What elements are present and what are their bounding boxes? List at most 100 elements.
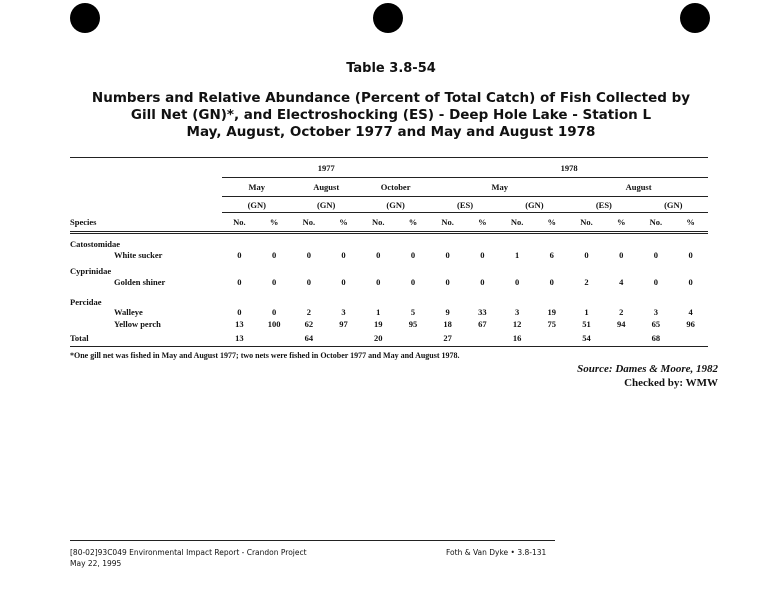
method-header: (GN) [360,196,431,213]
value-cell: 0 [237,250,242,260]
value-cell: 54 [569,330,604,347]
value-cell: 75 [547,319,557,329]
percent-header: % [395,212,431,234]
species-row: Walleye 0 0 2 3 1 5 9 33 3 19 1 2 3 4 [70,307,708,318]
column-header-row: Species No.% No.% No.% No.% No.% No.% No.% [70,212,708,234]
footer-date: May 22, 1995 [70,559,122,568]
value-cell: 2 [306,307,311,317]
value-cell: 0 [272,250,277,260]
value-cell: 0 [272,307,277,317]
number-header: No. [430,212,466,234]
number-header: No. [291,212,327,234]
value-cell: 0 [688,250,693,260]
value-cell: 2 [584,277,589,287]
value-cell: 1 [584,307,589,317]
value-cell: 27 [430,330,466,347]
value-cell [256,330,292,347]
value-cell: 0 [584,250,589,260]
family-row: Cyprinidae [70,262,708,276]
blank-cell [70,178,222,197]
month-header: October [360,177,431,197]
method-header: (GN) [638,196,708,213]
number-header: No. [499,212,535,234]
value-cell: 20 [360,330,396,347]
percent-header: % [534,212,570,234]
punch-hole [680,3,710,33]
table-title-line-2: Gill Net (GN)*, and Electroshocking (ES)… [130,107,652,123]
checked-by: Checked by: WMW [624,377,718,389]
family-label: Cyprinidae [70,265,112,276]
value-cell: 0 [341,250,346,260]
value-cell: 0 [480,250,485,260]
value-cell: 0 [445,277,450,287]
method-header: (ES) [430,196,500,213]
blank-cell [70,197,222,213]
value-cell: 4 [688,307,693,317]
value-cell: 3 [514,307,520,317]
value-cell: 0 [653,277,659,287]
percent-header: % [603,212,639,234]
number-header: No. [569,212,604,234]
value-cell: 0 [549,277,554,287]
value-cell: 0 [341,277,346,287]
value-cell: 0 [376,250,381,260]
value-cell: 0 [376,277,381,287]
table-number: Table 3.8-54 [346,61,436,76]
value-cell: 9 [445,307,450,317]
value-cell: 68 [638,330,674,347]
value-cell [395,330,431,347]
value-cell: 51 [582,319,591,329]
method-header: (GN) [499,196,570,213]
value-cell: 3 [341,307,346,317]
method-header: (ES) [569,196,639,213]
value-cell: 2 [619,307,624,317]
value-cell: 94 [616,319,626,329]
table-title-line-1: Numbers and Relative Abundance (Percent … [91,90,691,106]
family-row: Catostomidae [70,233,708,249]
method-header-row: (GN) (GN) (GN) (ES) (GN) (ES) (GN) [70,196,708,213]
value-cell: 6 [549,250,554,260]
value-cell: 0 [653,250,659,260]
value-cell [465,330,500,347]
month-header: May [222,177,292,197]
punch-hole [70,3,100,33]
footer-rule [70,540,555,541]
value-cell [603,330,639,347]
value-cell: 65 [651,319,661,329]
value-cell: 0 [306,277,311,287]
value-cell: 0 [237,277,242,287]
value-cell: 97 [339,319,348,329]
total-label: Total [70,330,223,347]
value-cell: 1 [514,250,520,260]
value-cell: 16 [499,330,535,347]
value-cell: 0 [688,277,693,287]
total-row: Total 13 64 20 27 16 54 68 [70,330,708,347]
value-cell: 0 [410,277,416,287]
footnote: *One gill net was fished in May and Augu… [70,351,460,360]
value-cell: 0 [237,307,242,317]
value-cell: 95 [408,319,418,329]
species-row: Yellow perch 13 100 62 97 19 95 18 67 12 75 51 94 65 9… [70,318,708,331]
family-label: Percidae [70,296,102,307]
year-header: 1977 [222,157,431,178]
value-cell: 0 [306,250,311,260]
punch-hole [373,3,403,33]
value-cell: 18 [443,319,452,329]
value-cell: 0 [619,250,624,260]
month-header-row: May August October May August [70,177,708,197]
species-row: White sucker 0 0 0 0 0 0 0 0 1 6 0 0 0 0 [70,249,708,262]
value-cell: 3 [653,307,659,317]
value-cell: 13 [235,319,244,329]
species-label: White sucker [114,250,163,260]
month-header: August [569,177,708,197]
footer-doc-id: [80-02]93C049 Environmental Impact Repor… [70,548,307,557]
value-cell: 1 [376,307,381,317]
percent-header: % [673,212,708,234]
value-cell: 64 [291,330,327,347]
value-cell: 19 [547,307,557,317]
value-cell: 96 [686,319,695,329]
year-header-row: 1977 1978 [70,157,708,178]
value-cell [326,330,361,347]
value-cell: 0 [514,277,520,287]
